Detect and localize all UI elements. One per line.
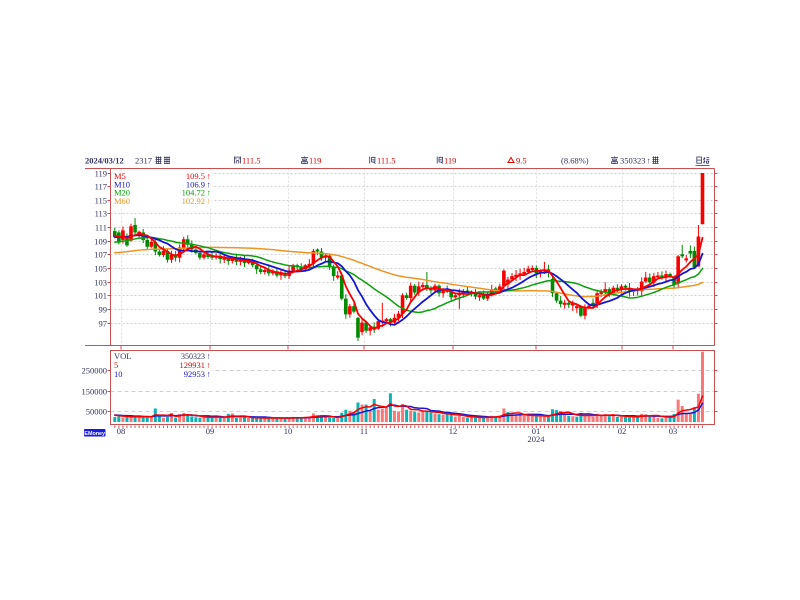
svg-text:150000: 150000 bbox=[82, 387, 108, 397]
svg-text:117: 117 bbox=[95, 182, 107, 192]
svg-text:10: 10 bbox=[284, 426, 293, 436]
svg-text:2317: 2317 bbox=[135, 156, 152, 166]
svg-text:M5: M5 bbox=[114, 171, 126, 181]
svg-text:12: 12 bbox=[449, 426, 458, 436]
svg-text:02: 02 bbox=[618, 426, 627, 436]
svg-text:111.5: 111.5 bbox=[377, 156, 396, 166]
svg-text:↑: ↑ bbox=[207, 196, 211, 206]
svg-text:03: 03 bbox=[669, 426, 678, 436]
svg-text:EMoney: EMoney bbox=[84, 431, 105, 437]
svg-text:99: 99 bbox=[99, 305, 108, 315]
svg-text:09: 09 bbox=[206, 426, 215, 436]
svg-text:107: 107 bbox=[94, 250, 107, 260]
svg-text:350323: 350323 bbox=[620, 156, 646, 166]
svg-text:VOL: VOL bbox=[114, 351, 131, 361]
svg-text:2024: 2024 bbox=[528, 434, 546, 444]
svg-text:M20: M20 bbox=[114, 188, 130, 198]
svg-text:106.9: 106.9 bbox=[186, 179, 205, 189]
svg-text:103: 103 bbox=[94, 278, 107, 288]
svg-text:350323: 350323 bbox=[181, 352, 205, 361]
svg-text:119: 119 bbox=[95, 169, 107, 179]
svg-text:↑: ↑ bbox=[207, 171, 211, 181]
svg-text:92953: 92953 bbox=[184, 369, 205, 379]
svg-text:08: 08 bbox=[117, 426, 126, 436]
svg-text:97: 97 bbox=[99, 319, 108, 329]
svg-text:104.72: 104.72 bbox=[182, 188, 205, 198]
svg-text:9.5: 9.5 bbox=[516, 156, 527, 166]
svg-text:113: 113 bbox=[95, 209, 107, 219]
svg-text:11: 11 bbox=[360, 426, 368, 436]
svg-text:50000: 50000 bbox=[86, 407, 107, 417]
svg-text:2024/03/12: 2024/03/12 bbox=[85, 156, 124, 166]
svg-text:250000: 250000 bbox=[82, 366, 108, 376]
svg-text:M60: M60 bbox=[114, 196, 130, 206]
svg-text:102.92: 102.92 bbox=[182, 196, 205, 206]
svg-text:10: 10 bbox=[114, 369, 123, 379]
svg-text:105: 105 bbox=[94, 264, 107, 274]
svg-text:109.5: 109.5 bbox=[186, 171, 205, 181]
svg-text:↑: ↑ bbox=[647, 156, 651, 166]
svg-text:↑: ↑ bbox=[207, 360, 211, 370]
svg-text:M10: M10 bbox=[114, 179, 130, 189]
svg-text:01: 01 bbox=[532, 426, 541, 436]
svg-text:101: 101 bbox=[94, 291, 107, 301]
svg-text:5: 5 bbox=[114, 360, 118, 370]
svg-text:129931: 129931 bbox=[180, 360, 206, 370]
svg-text:109: 109 bbox=[94, 237, 107, 247]
svg-text:(8.68%): (8.68%) bbox=[561, 156, 589, 166]
svg-text:115: 115 bbox=[95, 196, 107, 206]
svg-text:↑: ↑ bbox=[207, 179, 211, 189]
svg-text:119: 119 bbox=[444, 156, 456, 166]
svg-text:↑: ↑ bbox=[207, 351, 211, 361]
svg-text:119: 119 bbox=[309, 156, 321, 166]
svg-text:111: 111 bbox=[95, 223, 107, 233]
svg-text:↑: ↑ bbox=[207, 188, 211, 198]
svg-text:↑: ↑ bbox=[207, 369, 211, 379]
svg-text:111.5: 111.5 bbox=[242, 156, 261, 166]
